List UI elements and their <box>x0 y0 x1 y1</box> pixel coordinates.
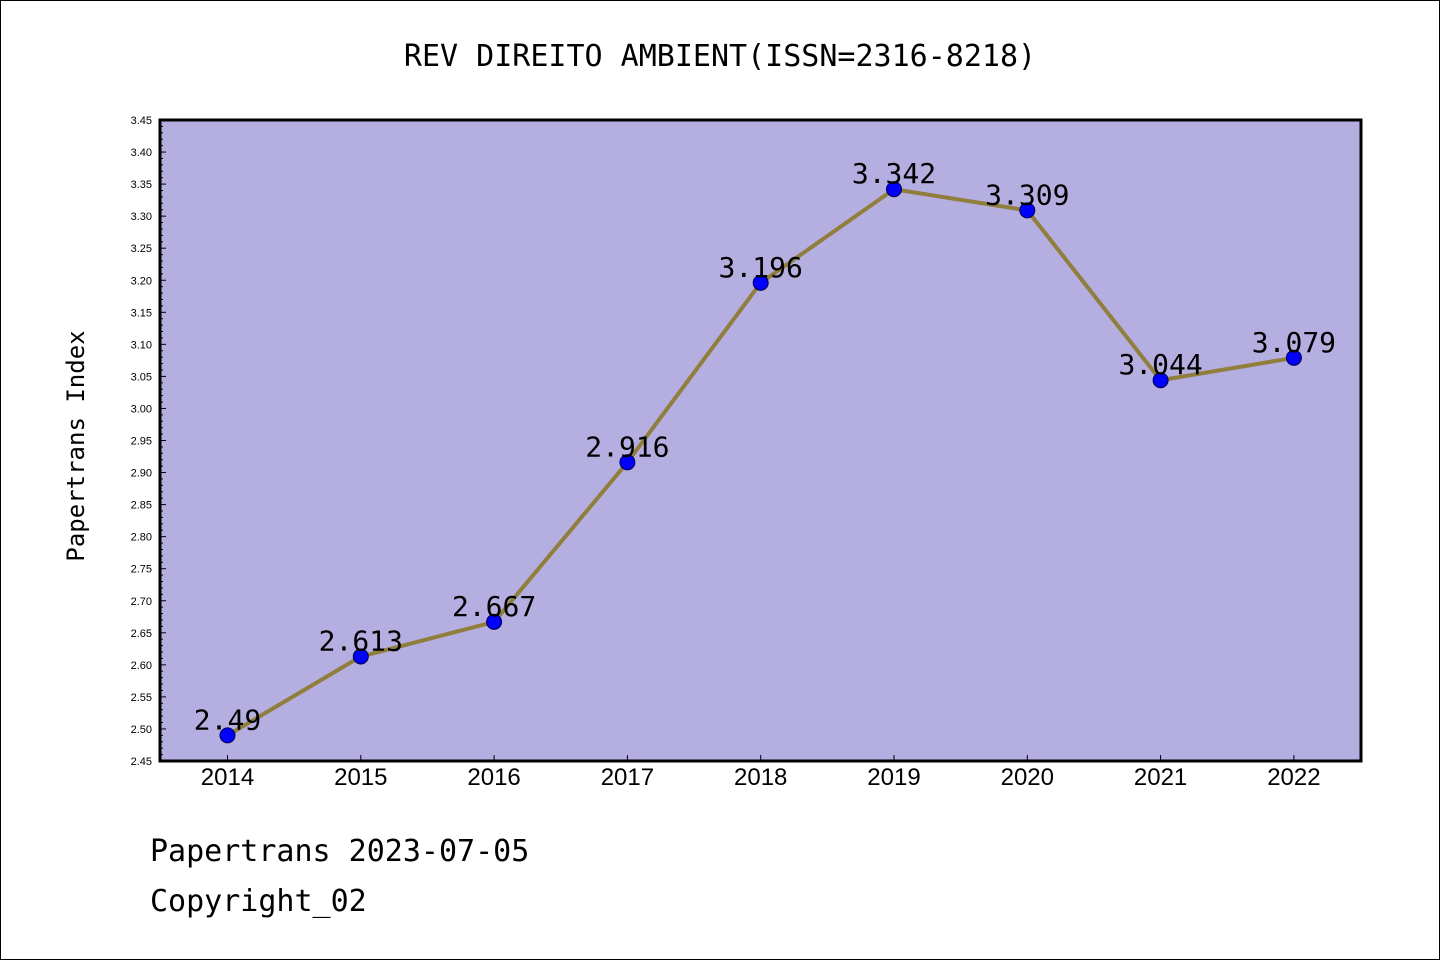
y-tick-label: 3.30 <box>131 211 152 223</box>
x-tick-label: 2020 <box>1001 764 1054 791</box>
data-point <box>619 454 636 471</box>
y-tick-label: 3.25 <box>131 243 152 255</box>
y-tick-label: 2.55 <box>131 692 152 704</box>
x-tick-label: 2019 <box>867 764 920 791</box>
x-axis: 2014 2015 2016 2017 2018 2019 2020 2021 2022 <box>201 755 1321 791</box>
x-tick-label: 2018 <box>734 764 787 791</box>
y-tick-label: 2.90 <box>131 468 152 480</box>
data-label: 2.916 <box>585 430 669 463</box>
y-tick-label: 3.45 <box>131 115 152 127</box>
y-axis-label: Papertrans Index <box>62 330 90 561</box>
data-point <box>219 727 236 744</box>
data-point <box>752 274 769 291</box>
y-tick-label: 2.80 <box>131 532 152 544</box>
y-tick-label: 3.35 <box>131 179 152 191</box>
y-tick-label: 3.05 <box>131 371 152 383</box>
y-tick-label: 2.60 <box>131 660 152 672</box>
y-tick-label: 2.45 <box>131 756 152 768</box>
x-tick-label: 2014 <box>201 764 254 791</box>
y-tick-label: 2.70 <box>131 596 152 608</box>
plot-border <box>158 118 1363 763</box>
data-label: 3.044 <box>1118 348 1202 381</box>
y-tick-label: 3.15 <box>131 307 152 319</box>
y-tick-label: 2.75 <box>131 564 152 576</box>
data-label: 2.49 <box>194 703 261 736</box>
y-tick-label: 2.65 <box>131 628 152 640</box>
data-label: 3.342 <box>852 157 936 190</box>
y-tick-label: 3.10 <box>131 339 152 351</box>
y-tick-label: 2.85 <box>131 500 152 512</box>
plot-area <box>160 120 1361 761</box>
chart-title: REV DIREITO AMBIENT(ISSN=2316-8218) <box>404 39 1036 74</box>
data-point <box>1152 372 1169 389</box>
x-tick-label: 2016 <box>467 764 520 791</box>
footer-copyright: Copyright_02 <box>150 884 367 919</box>
data-point <box>486 613 503 630</box>
y-tick-label: 2.50 <box>131 724 152 736</box>
footer-source: Papertrans 2023-07-05 <box>150 834 530 869</box>
y-tick-label: 3.00 <box>131 403 152 415</box>
data-label: 3.309 <box>985 178 1069 211</box>
series-0: 2.49 2.613 2.667 2.916 3.196 3.342 3.309 3.044 3… <box>194 157 1336 744</box>
x-tick-label: 2015 <box>334 764 387 791</box>
y-tick-label: 3.20 <box>131 275 152 287</box>
data-point <box>1285 349 1302 366</box>
data-point <box>886 181 902 198</box>
data-label: 2.667 <box>452 590 536 623</box>
data-point <box>1019 202 1036 219</box>
data-label: 3.196 <box>719 251 803 284</box>
x-tick-label: 2017 <box>601 764 654 791</box>
data-label: 3.079 <box>1252 326 1336 359</box>
data-point <box>352 648 369 665</box>
y-tick-label: 2.95 <box>131 436 152 448</box>
data-label: 2.613 <box>319 625 403 658</box>
x-tick-label: 2022 <box>1267 764 1320 791</box>
y-tick-label: 3.40 <box>131 147 152 159</box>
x-tick-label: 2021 <box>1134 764 1187 791</box>
